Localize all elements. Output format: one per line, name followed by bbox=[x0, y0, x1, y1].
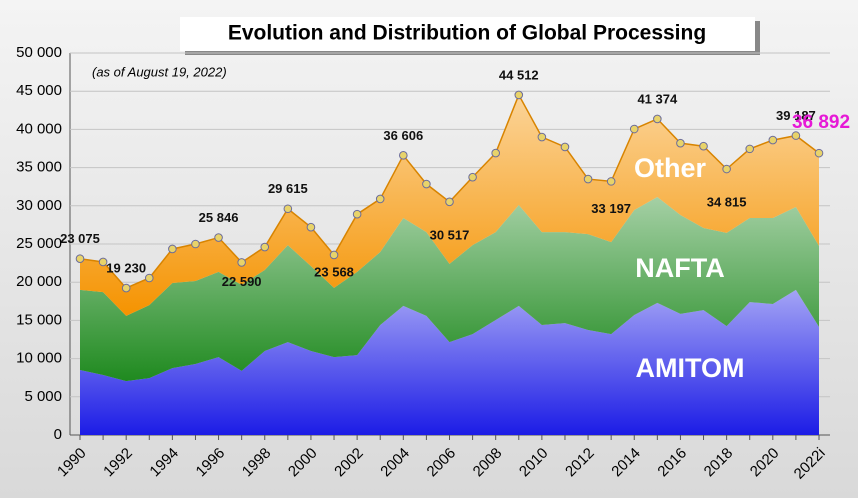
series-label: NAFTA bbox=[635, 253, 724, 283]
total-label: 33 197 bbox=[591, 201, 631, 216]
y-tick-label: 10 000 bbox=[16, 350, 62, 367]
total-marker bbox=[121, 283, 131, 293]
total-marker bbox=[75, 254, 85, 264]
y-tick-label: 45 000 bbox=[16, 82, 62, 99]
total-label: 29 615 bbox=[268, 181, 308, 196]
total-marker bbox=[214, 233, 223, 242]
total-label: 23 568 bbox=[314, 264, 354, 279]
total-label: 39 187 bbox=[776, 108, 816, 123]
total-marker bbox=[375, 194, 385, 204]
total-marker bbox=[814, 148, 824, 158]
total-marker bbox=[445, 197, 454, 207]
total-label: 19 230 bbox=[106, 261, 146, 276]
total-marker bbox=[676, 138, 685, 148]
total-marker bbox=[191, 239, 200, 249]
y-tick-label: 35 000 bbox=[16, 159, 62, 176]
y-tick-label: 5 000 bbox=[24, 388, 62, 405]
total-label: 41 374 bbox=[637, 91, 678, 106]
total-marker bbox=[237, 258, 246, 267]
y-tick-label: 25 000 bbox=[16, 235, 62, 252]
area bbox=[80, 289, 819, 435]
total-marker bbox=[699, 141, 708, 151]
total-label: 23 075 bbox=[60, 231, 100, 246]
total-label: 22 590 bbox=[222, 274, 262, 289]
total-label: 36 892 bbox=[792, 112, 850, 133]
total-marker bbox=[399, 151, 408, 160]
total-label: 30 517 bbox=[430, 227, 470, 242]
total-marker bbox=[745, 144, 755, 154]
total-marker bbox=[537, 132, 547, 142]
total-marker bbox=[768, 135, 778, 145]
total-marker bbox=[629, 124, 639, 134]
total-marker bbox=[144, 273, 154, 283]
total-marker bbox=[329, 250, 339, 260]
total-marker bbox=[168, 244, 177, 254]
total-label: 44 512 bbox=[499, 67, 539, 82]
y-tick-label: 30 000 bbox=[16, 197, 62, 214]
total-marker bbox=[583, 174, 593, 184]
chart-title: Evolution and Distribution of Global Pro… bbox=[228, 22, 706, 45]
series-label: AMITOM bbox=[636, 353, 745, 383]
total-marker bbox=[791, 131, 801, 140]
total-marker bbox=[306, 222, 316, 232]
total-marker bbox=[352, 209, 362, 219]
total-marker bbox=[491, 148, 500, 158]
total-marker bbox=[606, 177, 616, 186]
total-label: 36 606 bbox=[383, 128, 423, 143]
total-marker bbox=[468, 172, 477, 182]
y-tick-label: 20 000 bbox=[16, 273, 62, 290]
total-marker bbox=[560, 142, 570, 152]
total-marker bbox=[422, 179, 431, 189]
total-label: 34 815 bbox=[707, 194, 747, 209]
total-label: 25 846 bbox=[199, 210, 239, 225]
title-box bbox=[180, 17, 755, 51]
y-tick-label: 15 000 bbox=[16, 311, 62, 328]
total-marker bbox=[283, 204, 293, 214]
series-label: Other bbox=[634, 153, 707, 183]
y-tick-label: 40 000 bbox=[16, 120, 62, 137]
area bbox=[80, 197, 819, 382]
total-marker bbox=[260, 242, 270, 252]
total-marker bbox=[653, 114, 662, 124]
subtitle: (as of August 19, 2022) bbox=[92, 64, 227, 79]
total-marker bbox=[722, 164, 731, 174]
y-tick-label: 0 bbox=[54, 426, 62, 443]
total-marker bbox=[514, 90, 524, 100]
total-marker bbox=[98, 257, 108, 267]
y-tick-label: 50 000 bbox=[16, 44, 62, 61]
